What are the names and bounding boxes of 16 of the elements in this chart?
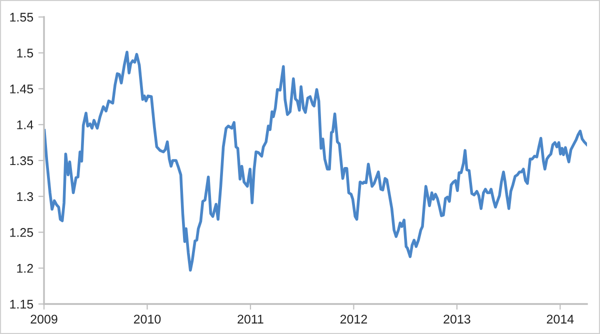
- y-tick-label: 1.15: [10, 300, 34, 309]
- y-tick-label: 1.4: [17, 120, 34, 130]
- x-tick-label: 2010: [134, 314, 161, 324]
- x-tick-label: 2012: [340, 314, 367, 324]
- y-tick-label: 1.3: [17, 192, 34, 202]
- y-tick-label: 1.25: [10, 228, 34, 237]
- x-tick-label: 2011: [238, 314, 264, 324]
- x-tick-label: 2009: [30, 314, 58, 324]
- x-tick-label: 2014: [546, 314, 574, 324]
- y-tick-label: 1.35: [10, 156, 34, 166]
- y-tick-label: 1.45: [10, 84, 34, 94]
- y-tick-label: 1.5: [17, 48, 34, 58]
- line-series: [44, 50, 587, 272]
- y-tick-label: 1.2: [17, 264, 33, 273]
- y-tick-label: 1.55: [10, 12, 34, 22]
- x-tick-label: 2013: [444, 314, 470, 324]
